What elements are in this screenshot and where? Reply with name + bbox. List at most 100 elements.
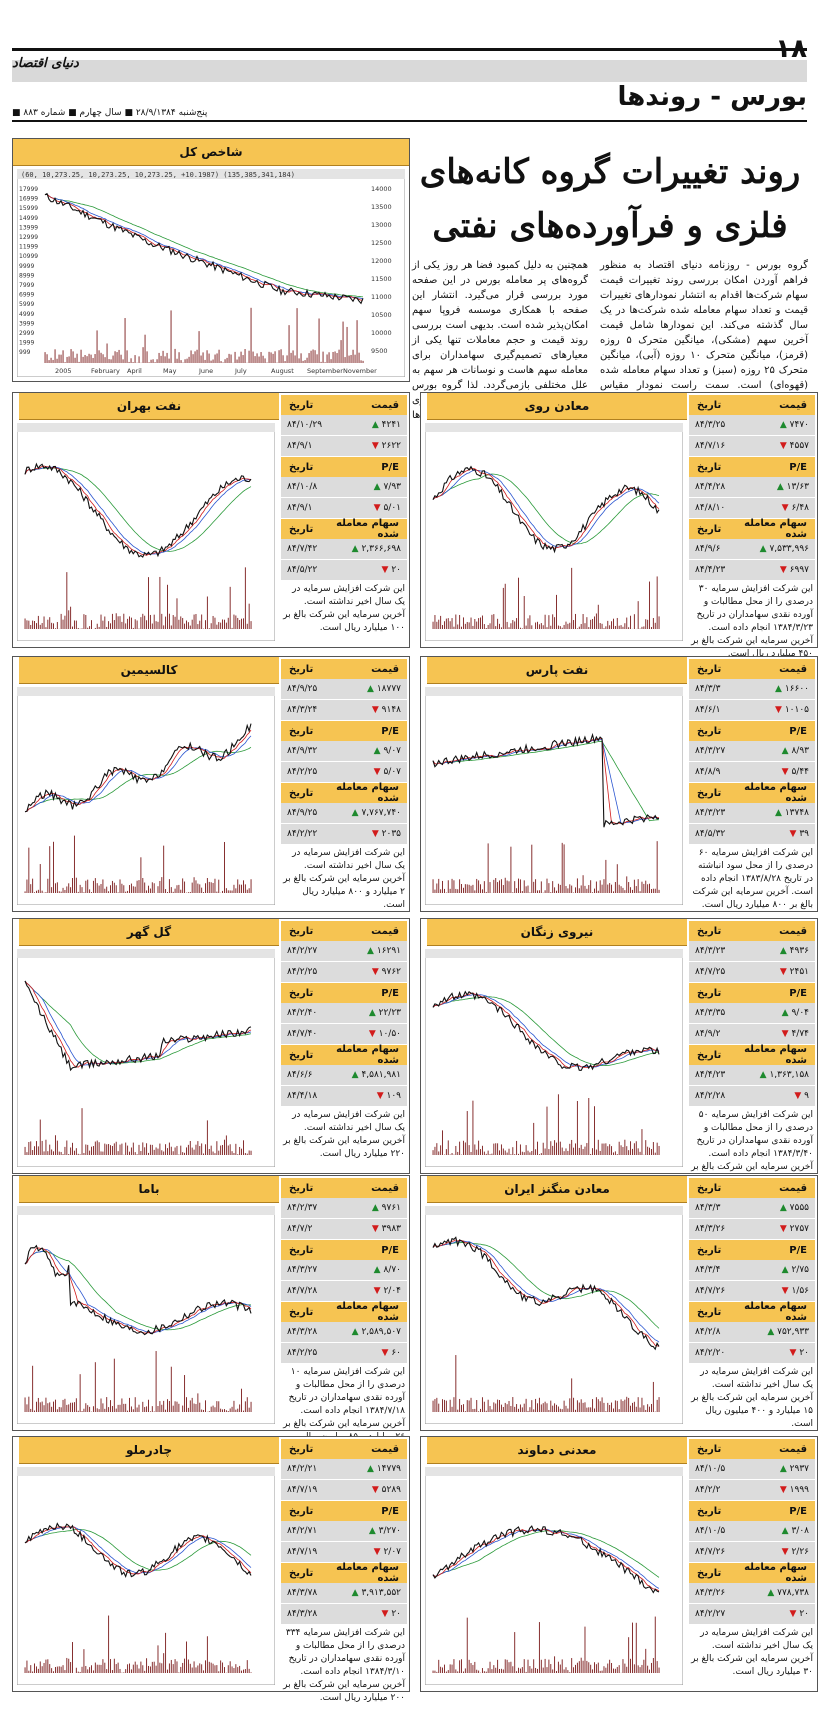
index-volume-bar (244, 349, 246, 363)
stock-volume-bar (237, 1667, 239, 1673)
stock-volume-bar (455, 1355, 457, 1412)
stats-value: ۱۸۷۷۷ (376, 684, 401, 694)
stock-volume-bar (104, 888, 106, 893)
stock-volume-bar (87, 1144, 89, 1155)
stock-volume-bar (231, 1666, 233, 1673)
stock-volume-bar (578, 1402, 580, 1412)
stats-value-cell: ۱۶۲۹۱ ▲ (367, 946, 401, 956)
stock-panel: قیمت تاریخ ۷۴۷۰ ▲ ۸۴/۳/۲۵ ۴۵۵۷ ▼ ۸۴/۷/۱۶ P/E تا… (420, 392, 818, 659)
stock-volume-bar (167, 584, 168, 629)
stock-volume-bar (148, 577, 149, 629)
stock-volume-bar (521, 628, 523, 629)
stock-volume-bar (614, 1668, 616, 1673)
stats-group-header: قیمت تاریخ (689, 1439, 815, 1459)
stats-value-cell: ۱۰/۵۰ ▼ (369, 1029, 401, 1039)
index-volume-bar (118, 349, 120, 363)
stock-volume-bar (125, 1403, 127, 1412)
stock-chart-svg (425, 1206, 683, 1424)
stock-volume-bar (89, 1406, 91, 1412)
stock-volume-bar (476, 1669, 478, 1673)
stock-volume-bar (628, 1637, 630, 1673)
company-description: این شرکت افزایش سرمایه ۶۰ درصدی را از مح… (692, 848, 813, 910)
down-arrow-icon: ▼ (371, 1485, 382, 1495)
stock-volume-bar (68, 1658, 70, 1673)
stock-volume-bar (592, 892, 594, 893)
stock-volume-bar (565, 621, 567, 629)
stock-volume-bar (493, 879, 495, 893)
stock-volume-bar (480, 617, 481, 629)
stats-value-cell: ۲۰ ▼ (382, 1609, 401, 1619)
stock-volume-bar (248, 888, 250, 893)
stock-volume-bar (533, 881, 535, 893)
stock-chart-svg (17, 1206, 275, 1424)
stock-volume-bar (466, 1400, 468, 1412)
stats-group-label: قیمت (371, 1182, 399, 1194)
index-volume-bar (162, 350, 164, 363)
up-arrow-icon: ▲ (368, 1526, 379, 1536)
index-volume-bar (156, 359, 158, 363)
stats-row: ۲/۰۷ ▼ ۸۴/۷/۱۹ (281, 1542, 407, 1563)
stock-volume-bar (43, 1151, 45, 1155)
stock-panel-title: گل گهر (19, 919, 279, 946)
stock-volume-bar (140, 1151, 142, 1155)
down-arrow-icon: ▼ (781, 1547, 792, 1557)
stats-date: ۸۴/۶/۶ (287, 1070, 313, 1080)
stock-volume-bar (34, 1663, 35, 1673)
stock-volume-bar (449, 1399, 451, 1412)
stock-volume-bar (113, 1658, 115, 1673)
index-volume-bar (324, 362, 326, 363)
stock-volume-bar (144, 1407, 146, 1412)
stock-volume-bar (575, 1664, 576, 1673)
stats-table: قیمت تاریخ ۷۵۵۵ ▲ ۸۴/۳/۳ ۲۷۵۷ ▼ ۸۴/۳/۲۶ P/E تار… (689, 1178, 815, 1364)
stock-volume-bar (453, 626, 455, 629)
stock-volume-bar (567, 623, 569, 629)
stock-volume-bar (77, 1153, 79, 1155)
stock-volume-bar (544, 614, 546, 629)
stock-volume-bar (47, 878, 49, 893)
stock-volume-bar (624, 1139, 626, 1155)
stock-volume-bar (510, 1405, 512, 1412)
index-x-label: November (343, 367, 377, 375)
stock-volume-bar (56, 882, 58, 893)
stock-volume-bar (457, 1671, 459, 1673)
stock-volume-bar (533, 1409, 535, 1412)
stock-volume-bar (149, 1666, 151, 1673)
stats-row: ۴,۵۸۱,۹۸۱ ▲ ۸۴/۶/۶ (281, 1065, 407, 1086)
stock-volume-bar (115, 1141, 117, 1155)
stats-row: ۹/۰۴ ▲ ۸۴/۳/۳۵ (689, 1003, 815, 1024)
stock-volume-bar (113, 1143, 115, 1155)
stats-value-cell: ۱۳/۶۳ ▲ (777, 482, 809, 492)
stock-volume-bar (203, 1409, 205, 1412)
up-arrow-icon: ▲ (767, 1327, 778, 1337)
stats-date: ۸۴/۲/۷۱ (287, 1526, 318, 1536)
index-volume-bar (336, 353, 338, 363)
stock-volume-bar (102, 1659, 104, 1673)
stats-date: ۸۴/۷/۴۲ (287, 544, 318, 554)
stock-volume-bar (542, 1403, 544, 1412)
stock-volume-bar (491, 1669, 493, 1673)
stock-volume-bar (588, 1662, 590, 1673)
stock-volume-bar (451, 618, 453, 629)
stock-volume-bar (216, 1401, 218, 1412)
index-volume-bar (334, 351, 336, 363)
stock-volume-bar (91, 1665, 92, 1673)
stock-volume-bar (26, 1404, 28, 1412)
index-panel-title: شاخص کل (13, 139, 409, 166)
stats-group-header: قیمت تاریخ (689, 395, 815, 415)
stock-panel-title: نفت پارس (427, 657, 687, 684)
stock-volume-bar (115, 1664, 117, 1673)
stock-volume-bar (540, 1404, 542, 1412)
stats-group-header: قیمت تاریخ (281, 659, 407, 679)
stock-volume-bar (628, 1397, 630, 1412)
stock-volume-bar (491, 1153, 493, 1155)
stock-volume-bar (110, 1145, 111, 1155)
stock-volume-bar (485, 1671, 487, 1673)
stock-volume-bar (210, 1145, 212, 1155)
stock-volume-bar (607, 1146, 609, 1155)
up-arrow-icon: ▲ (371, 1203, 382, 1213)
stats-group-label: سهام معامله شده (744, 1044, 807, 1066)
stock-volume-bar (601, 1670, 603, 1673)
stock-volume-bar (197, 1393, 199, 1412)
stock-volume-bar (193, 1403, 195, 1412)
stats-group-header: P/E تاریخ (281, 1240, 407, 1260)
